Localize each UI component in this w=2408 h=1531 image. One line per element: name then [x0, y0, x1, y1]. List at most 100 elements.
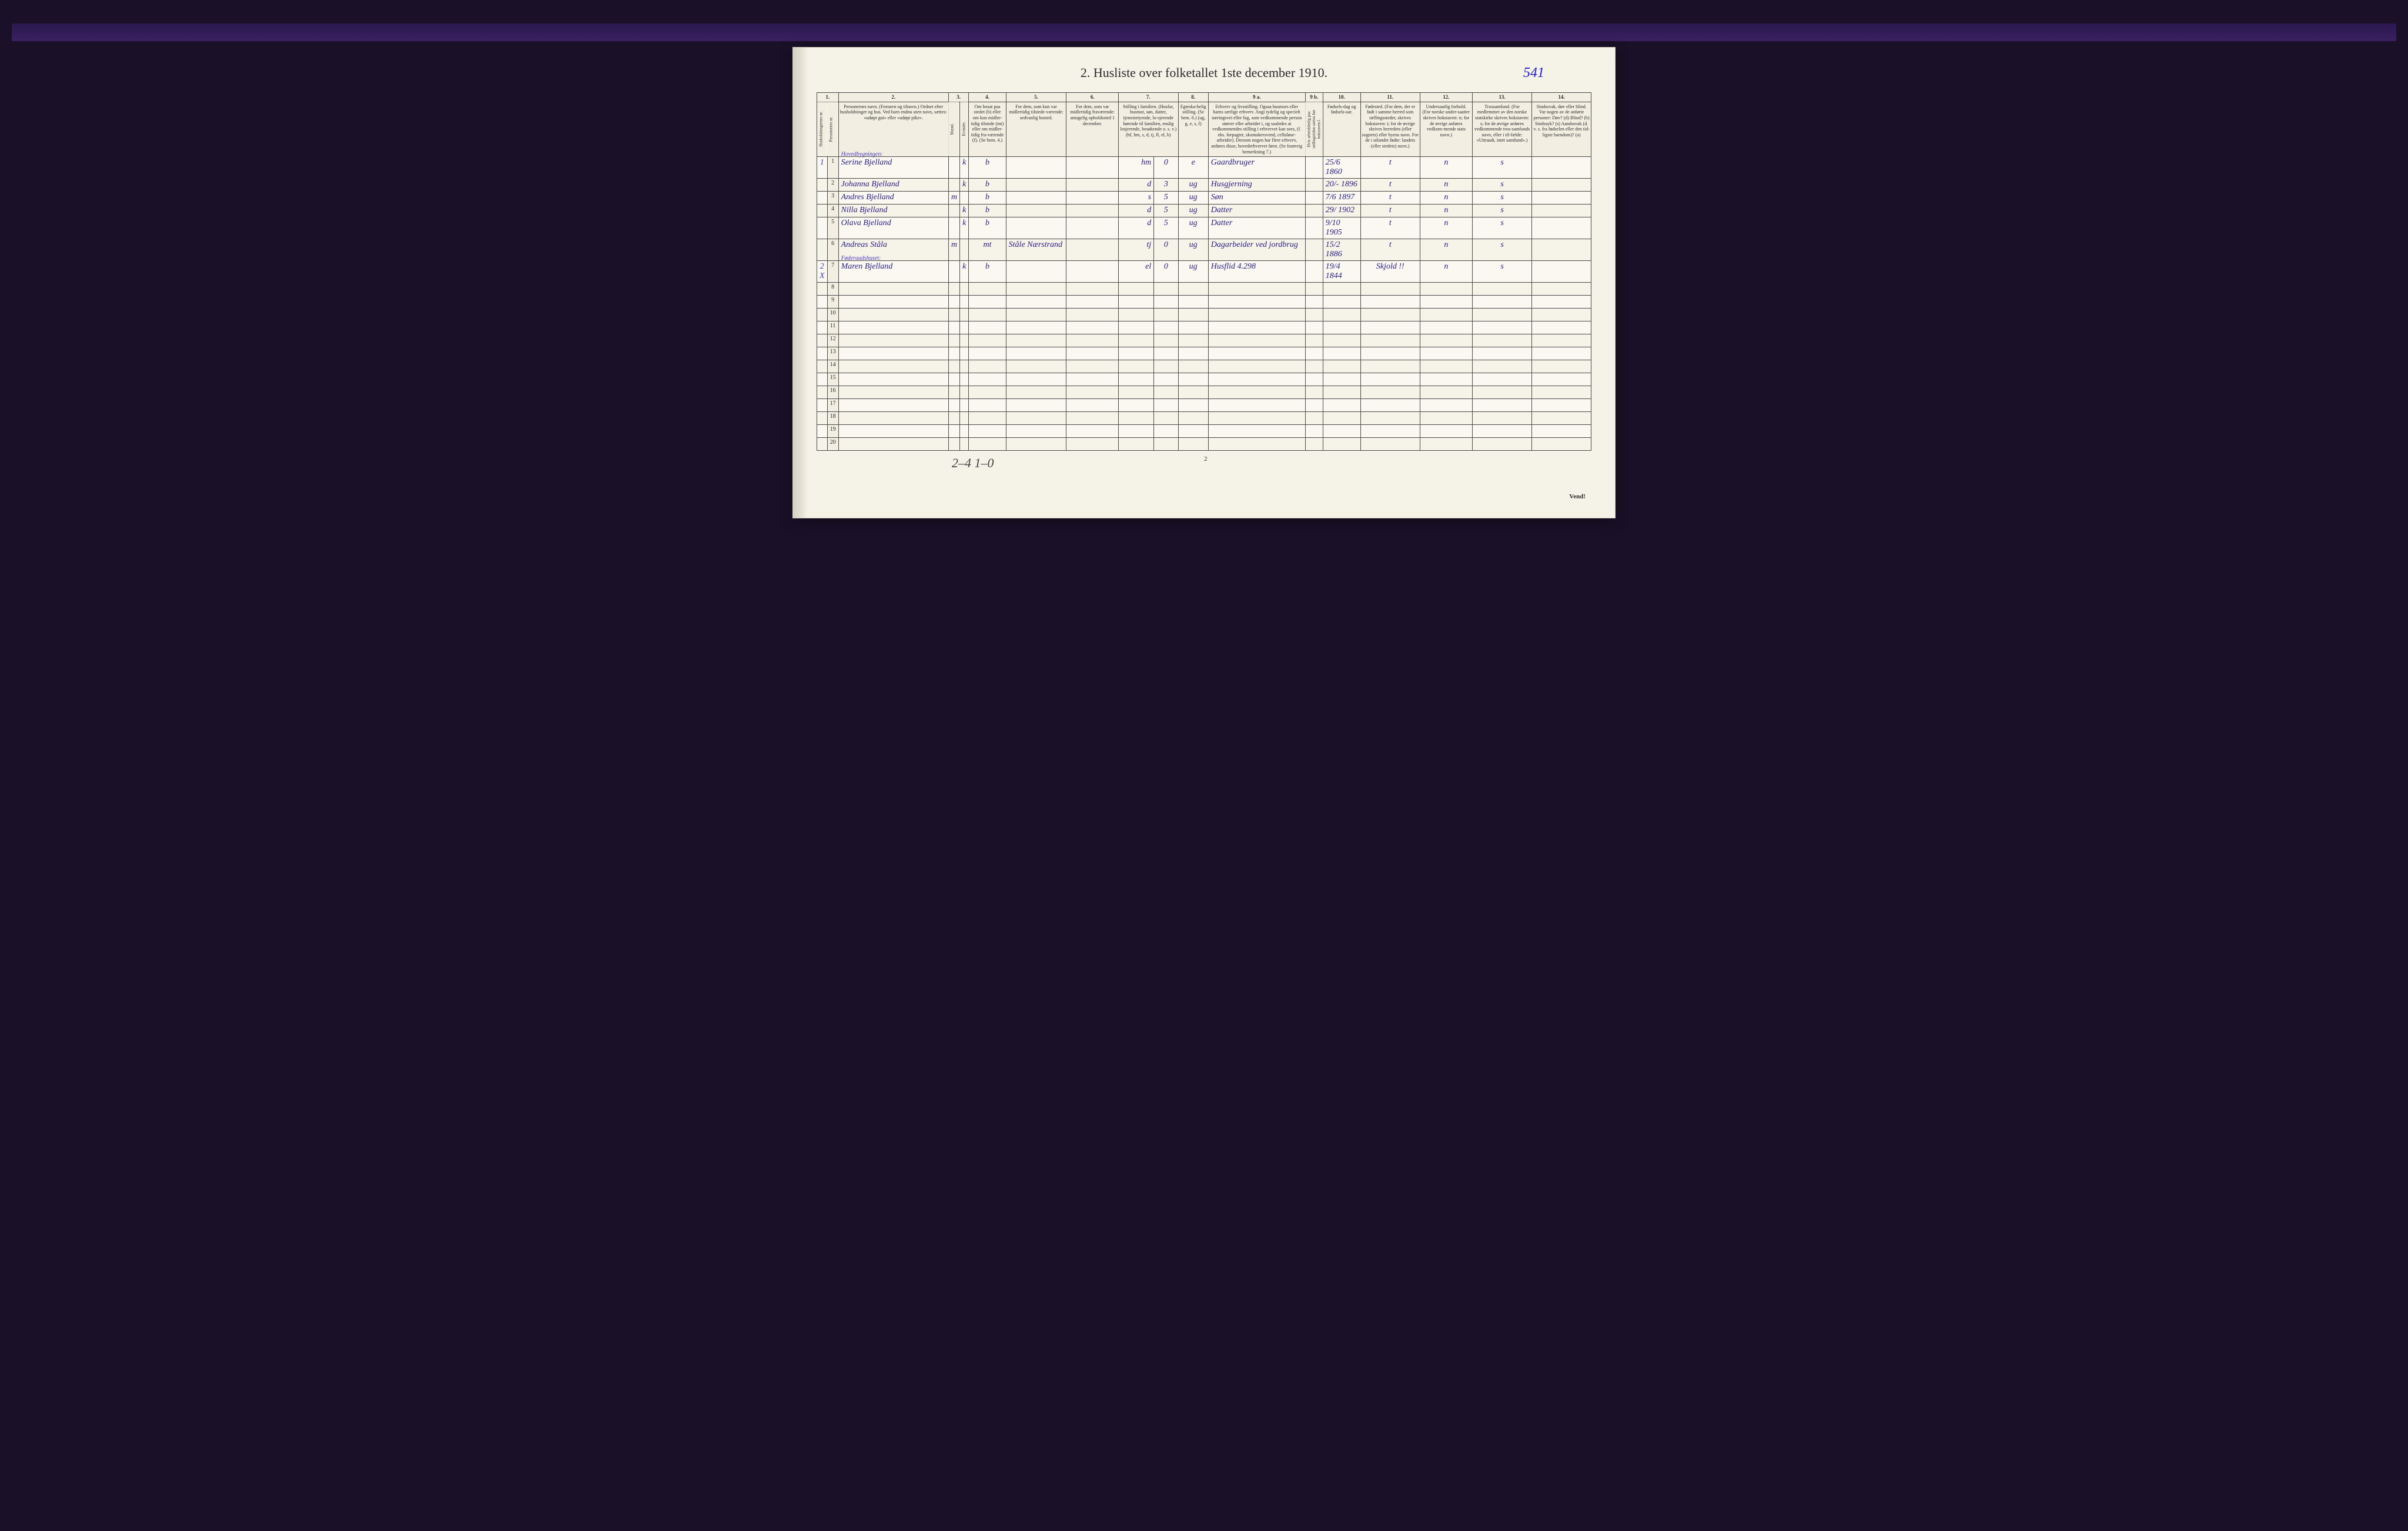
- cell-person-nr: 7: [827, 261, 838, 283]
- cell-family-pos: [1119, 399, 1154, 412]
- colnum-12: 12.: [1420, 93, 1472, 102]
- table-row: 19: [817, 425, 1591, 438]
- cell-person-nr: 13: [827, 347, 838, 360]
- header-unemployed: Hvis arbeidsledig paa tællingstiden sætt…: [1305, 102, 1323, 156]
- cell-occupation: [1208, 412, 1305, 425]
- cell-residence: [969, 347, 1006, 360]
- cell-family-pos: [1119, 321, 1154, 334]
- header-family-pos: Stilling i familien. (Husfar, husmor, sø…: [1119, 102, 1179, 156]
- cell-whereabouts: [1066, 360, 1119, 373]
- cell-birthdate: 19/4 1844: [1323, 261, 1360, 283]
- cell-birthplace: [1360, 283, 1420, 296]
- cell-citizenship: [1420, 309, 1472, 321]
- cell-family-pos: d: [1119, 179, 1154, 192]
- cell-disability: [1532, 412, 1591, 425]
- cell-family-sub: [1154, 283, 1178, 296]
- cell-unemployed: [1305, 347, 1323, 360]
- cell-name: [838, 283, 948, 296]
- cell-occupation: Søn: [1208, 192, 1305, 205]
- cell-sex-k: [960, 373, 969, 386]
- cell-birthplace: t: [1360, 205, 1420, 217]
- cell-person-nr: 8: [827, 283, 838, 296]
- colnum-2: 2.: [838, 93, 948, 102]
- cell-unemployed: [1305, 321, 1323, 334]
- cell-family-pos: [1119, 373, 1154, 386]
- cell-family-sub: [1154, 399, 1178, 412]
- cell-household: [817, 192, 828, 205]
- cell-occupation: Dagarbeider ved jordbrug: [1208, 239, 1305, 261]
- cell-citizenship: [1420, 425, 1472, 438]
- header-citizenship: Undersaatlig forhold. (For norske under-…: [1420, 102, 1472, 156]
- colnum-7: 7.: [1119, 93, 1179, 102]
- cell-whereabouts: [1066, 283, 1119, 296]
- cell-residence: b: [969, 205, 1006, 217]
- cell-birthdate: [1323, 309, 1360, 321]
- colnum-3: 3.: [948, 93, 968, 102]
- cell-citizenship: n: [1420, 157, 1472, 179]
- cell-birthplace: [1360, 373, 1420, 386]
- cell-citizenship: [1420, 360, 1472, 373]
- cell-family-sub: [1154, 360, 1178, 373]
- page-number-handwritten: 541: [1523, 65, 1544, 81]
- header-temp-present: For dem, som kun var midlertidig tilsted…: [1006, 102, 1066, 156]
- colnum-6: 6.: [1066, 93, 1119, 102]
- cell-usual-residence: [1006, 205, 1066, 217]
- cell-household: [817, 217, 828, 239]
- page-title: 2. Husliste over folketallet 1ste decemb…: [1081, 65, 1327, 81]
- cell-disability: [1532, 217, 1591, 239]
- cell-birthplace: [1360, 347, 1420, 360]
- cell-sex-k: [960, 347, 969, 360]
- cell-sex-m: [948, 438, 959, 451]
- cell-marital: [1178, 309, 1208, 321]
- cell-household: [817, 205, 828, 217]
- cell-family-sub: [1154, 321, 1178, 334]
- cell-birthplace: [1360, 412, 1420, 425]
- cell-person-nr: 9: [827, 296, 838, 309]
- cell-residence: mt: [969, 239, 1006, 261]
- cell-religion: [1472, 347, 1532, 360]
- cell-name: Johanna Bjelland: [838, 179, 948, 192]
- table-row: 13: [817, 347, 1591, 360]
- cell-family-pos: [1119, 425, 1154, 438]
- cell-sex-k: k: [960, 205, 969, 217]
- cell-person-nr: 2: [827, 179, 838, 192]
- cell-unemployed: [1305, 360, 1323, 373]
- cell-household: [817, 296, 828, 309]
- cell-family-sub: [1154, 334, 1178, 347]
- table-row: 12: [817, 334, 1591, 347]
- cell-unemployed: [1305, 425, 1323, 438]
- cell-residence: b: [969, 157, 1006, 179]
- cell-residence: [969, 412, 1006, 425]
- cell-birthplace: [1360, 360, 1420, 373]
- cell-person-nr: 14: [827, 360, 838, 373]
- cell-disability: [1532, 239, 1591, 261]
- cell-residence: [969, 296, 1006, 309]
- cell-whereabouts: [1066, 261, 1119, 283]
- cell-sex-m: [948, 321, 959, 334]
- column-number-row: 1. 2. 3. 4. 5. 6. 7. 8. 9 a. 9 b. 10. 11…: [817, 93, 1591, 102]
- cell-religion: [1472, 309, 1532, 321]
- cell-sex-m: [948, 425, 959, 438]
- cell-usual-residence: [1006, 261, 1066, 283]
- cell-whereabouts: [1066, 179, 1119, 192]
- cell-family-pos: d: [1119, 217, 1154, 239]
- cell-usual-residence: [1006, 217, 1066, 239]
- table-row: 8: [817, 283, 1591, 296]
- cell-unemployed: [1305, 334, 1323, 347]
- cell-sex-k: [960, 309, 969, 321]
- cell-unemployed: [1305, 239, 1323, 261]
- colnum-10: 10.: [1323, 93, 1360, 102]
- cell-usual-residence: [1006, 425, 1066, 438]
- cell-marital: ug: [1178, 192, 1208, 205]
- colnum-1: 1.: [817, 93, 839, 102]
- cell-disability: [1532, 192, 1591, 205]
- colnum-4: 4.: [969, 93, 1006, 102]
- cell-whereabouts: [1066, 373, 1119, 386]
- cell-sex-m: m: [948, 239, 959, 261]
- cell-birthdate: [1323, 296, 1360, 309]
- cell-unemployed: [1305, 386, 1323, 399]
- cell-household: [817, 373, 828, 386]
- cell-citizenship: n: [1420, 261, 1472, 283]
- cell-household: [817, 347, 828, 360]
- cell-disability: [1532, 205, 1591, 217]
